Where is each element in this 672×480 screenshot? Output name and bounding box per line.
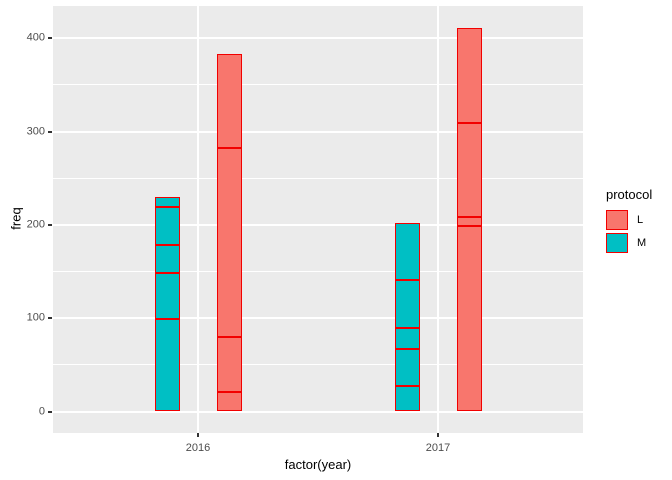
bar-segment-divider (154, 271, 180, 274)
y-tick-mark (48, 410, 52, 413)
legend-label-M: M (637, 236, 647, 249)
legend-item-M: M (606, 233, 652, 253)
y-tick-mark (48, 223, 52, 226)
legend-swatch-M (606, 233, 628, 253)
y-tick-label: 400 (26, 31, 45, 44)
gridline-major-h (53, 317, 583, 320)
gridline-major-h (53, 410, 583, 413)
bar-segment-divider (456, 215, 482, 218)
gridline-major-h (53, 37, 583, 40)
legend-item-L: L (606, 210, 652, 230)
y-tick-label: 0 (38, 405, 45, 417)
plot-panel (53, 6, 583, 433)
gridline-minor-h (53, 177, 583, 179)
bar-segment-divider (394, 279, 420, 281)
y-tick-label: 200 (26, 218, 45, 231)
bar-2016-L (216, 54, 242, 412)
x-tick-mark (437, 433, 439, 437)
legend: protocol L M (606, 188, 652, 256)
x-tick-label: 2016 (185, 442, 211, 454)
gridline-major-h (53, 130, 583, 133)
bar-segment-divider (394, 326, 420, 329)
bar-2016-M (154, 196, 180, 412)
x-tick-label: 2017 (425, 442, 451, 454)
y-tick-mark (48, 37, 52, 40)
gridline-major-h (53, 223, 583, 226)
bar-segment-divider (394, 385, 420, 388)
legend-swatch-L (606, 210, 628, 230)
bar-segment-divider (216, 390, 242, 393)
x-tick-mark (197, 433, 199, 437)
bar-segment-divider (154, 206, 180, 209)
bar-2017-M (394, 223, 420, 412)
bar-segment-divider (154, 318, 180, 321)
y-tick-mark (48, 317, 52, 320)
y-tick-label: 100 (26, 311, 45, 324)
bar-segment-divider (216, 147, 242, 150)
bar-2017-L (456, 28, 482, 412)
bar-segment-divider (456, 224, 482, 227)
gridline-major-v-2017 (437, 6, 439, 433)
gridline-minor-h (53, 271, 583, 273)
gridline-minor-h (53, 84, 583, 86)
x-axis-title: factor(year) (284, 457, 352, 472)
bar-segment-divider (394, 348, 420, 351)
legend-title: protocol (606, 187, 653, 202)
legend-label-L: L (637, 213, 644, 226)
bar-segment-divider (216, 335, 242, 338)
y-tick-mark (48, 130, 52, 133)
gridline-minor-h (53, 364, 583, 366)
bar-segment-divider (456, 122, 482, 125)
gridline-major-v-2016 (197, 6, 199, 433)
y-tick-label: 300 (26, 125, 45, 138)
bar-segment-divider (154, 243, 180, 246)
